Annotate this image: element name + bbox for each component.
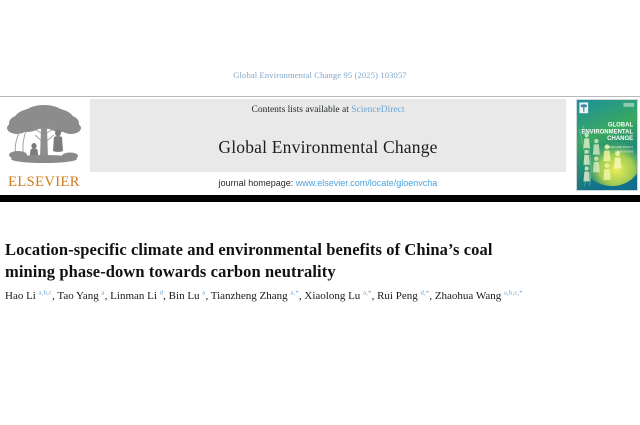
journal-masthead: ELSEVIER Contents lists available at Sci…	[0, 96, 640, 202]
journal-homepage-strip: journal homepage: www.elsevier.com/locat…	[90, 172, 566, 194]
elsevier-wordmark: ELSEVIER	[8, 173, 80, 190]
author-affiliation-marker: a,*	[290, 289, 299, 297]
author-name: Linman Li	[110, 290, 160, 302]
corresponding-author-marker: ,*	[293, 289, 299, 297]
cover-subtitle-line2: DIMENSIONS	[615, 149, 633, 153]
cover-subtitle-line1: HUMAN AND POLICY	[605, 145, 633, 149]
author-separator: ,	[298, 290, 305, 302]
corresponding-author-marker: ,*	[423, 289, 430, 297]
sciencedirect-link[interactable]: ScienceDirect	[351, 105, 405, 115]
masthead-top-rule	[0, 96, 640, 97]
author-affiliation-marker: d	[159, 289, 164, 297]
cover-title-line3: CHANGE	[607, 136, 633, 142]
masthead-bottom-bar	[0, 195, 640, 202]
cover-title-line1: GLOBAL	[608, 122, 634, 128]
author-separator: ,	[205, 290, 211, 302]
author-affiliation-marker: a,b,c,*	[504, 289, 523, 297]
author-separator: ,	[104, 290, 111, 302]
author-name: Tao Yang	[57, 290, 102, 302]
homepage-prefix-text: journal homepage:	[218, 178, 296, 188]
author-affiliation-marker: a,*	[363, 289, 372, 297]
contents-available-line: Contents lists available at ScienceDirec…	[90, 105, 566, 115]
cover-title-line2: ENVIRONMENTAL	[581, 129, 633, 135]
author-affiliation-marker: d,*	[420, 289, 430, 297]
journal-title: Global Environmental Change	[218, 137, 438, 157]
author-affiliation-marker: a	[202, 289, 206, 297]
masthead-row: ELSEVIER Contents lists available at Sci…	[0, 99, 640, 194]
author-separator: ,	[163, 290, 169, 302]
author-list: Hao Li a,b,c, Tao Yang a, Linman Li d, B…	[5, 288, 605, 304]
author-name: Tianzheng Zhang	[210, 290, 291, 302]
author-separator: ,	[371, 290, 378, 302]
contents-prefix-text: Contents lists available at	[251, 105, 352, 115]
author-separator: ,	[429, 290, 435, 302]
corresponding-author-marker: ,*	[517, 289, 523, 297]
journal-cover: GLOBAL ENVIRONMENTAL CHANGE HUMAN AND PO…	[568, 99, 640, 194]
author-name: Hao Li	[5, 290, 39, 302]
journal-homepage-line: journal homepage: www.elsevier.com/locat…	[219, 178, 438, 188]
author-name: Bin Lu	[168, 290, 203, 302]
running-head-citation: Global Environmental Change 95 (2025) 10…	[233, 70, 407, 80]
author-name: Zhaohua Wang	[434, 290, 504, 302]
elsevier-tree-icon	[7, 105, 81, 163]
author-name: Rui Peng	[377, 290, 421, 302]
author-name: Xiaolong Lu	[304, 290, 364, 302]
article-title: Location-specific climate and environmen…	[5, 240, 493, 282]
journal-homepage-link[interactable]: www.elsevier.com/locate/gloenvcha	[295, 178, 438, 188]
elsevier-logo: ELSEVIER	[0, 99, 88, 194]
masthead-center-panel: Contents lists available at ScienceDirec…	[90, 99, 566, 194]
author-separator: ,	[52, 290, 58, 302]
author-affiliation-marker: a	[101, 289, 105, 297]
journal-cover-image: GLOBAL ENVIRONMENTAL CHANGE HUMAN AND PO…	[576, 99, 638, 191]
corresponding-author-marker: ,*	[366, 289, 372, 297]
author-affiliation-marker: a,b,c	[38, 289, 53, 297]
